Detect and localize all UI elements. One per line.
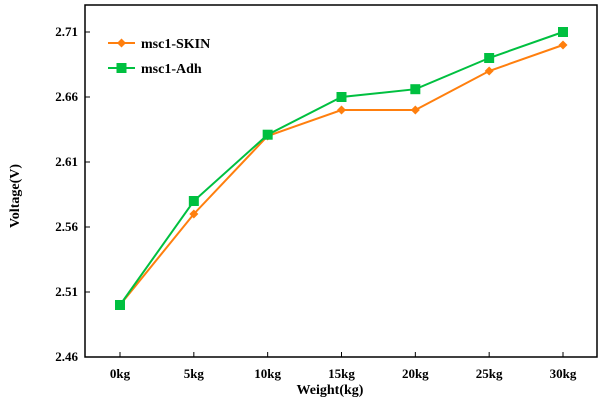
series-1: [115, 40, 568, 310]
x-tick-label: 10kg: [254, 366, 281, 381]
y-axis-title: Voltage(V): [8, 164, 23, 228]
x-tick-label: 5kg: [184, 366, 205, 381]
y-tick-label: 2.61: [55, 154, 78, 169]
legend-item: msc1-SKIN: [108, 37, 210, 52]
legend-label: msc1-SKIN: [141, 37, 210, 52]
data-point-square: [410, 84, 421, 95]
data-point-diamond: [337, 105, 346, 115]
data-point-diamond: [484, 66, 494, 76]
plot-frame: [84, 4, 598, 358]
data-point-square: [188, 196, 199, 206]
x-tick-label: 30kg: [550, 366, 577, 381]
data-point-diamond: [558, 40, 568, 50]
y-tick-label: 2.56: [55, 219, 78, 234]
series-line: [119, 44, 564, 306]
data-point-square: [116, 63, 127, 73]
data-point-diamond: [117, 38, 126, 48]
legend-label: msc1-Adh: [141, 62, 202, 77]
data-point-square: [558, 27, 568, 37]
x-tick-label: 0kg: [110, 366, 131, 381]
legend: msc1-SKIN msc1-Adh: [108, 37, 210, 77]
x-tick-label: 15kg: [328, 366, 355, 381]
x-tick-label: 20kg: [402, 366, 429, 381]
y-tick-label: 2.66: [55, 89, 78, 104]
x-tick-label: 25kg: [476, 366, 503, 381]
data-point-square: [484, 53, 495, 63]
y-tick-label: 2.46: [55, 349, 78, 364]
axes: [84, 4, 598, 358]
y-tick-label: 2.71: [55, 24, 78, 39]
series-2: [115, 27, 568, 310]
y-tick-label: 2.51: [55, 284, 78, 299]
series: [115, 27, 568, 310]
data-point-square: [262, 129, 273, 140]
data-point-diamond: [189, 209, 199, 219]
data-point-square: [336, 92, 347, 102]
data-point-diamond: [410, 105, 420, 115]
tick-labels: 2.71 2.66 2.61 2.56 2.51 2.46 0kg 5kg 10kg 15kg 20…: [55, 24, 577, 381]
data-point-square: [115, 300, 125, 310]
legend-item: msc1-Adh: [108, 62, 202, 77]
x-axis-title: Weight(kg): [297, 383, 364, 398]
